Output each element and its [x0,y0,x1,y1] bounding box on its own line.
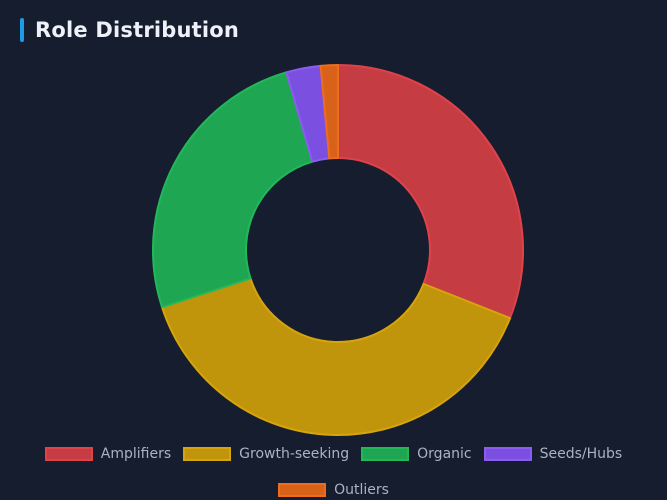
legend-item-amplifiers[interactable]: Amplifiers [44,444,172,464]
chart-title: Role Distribution [35,18,240,42]
slice-growth-seeking[interactable] [161,277,512,436]
slice-outliers[interactable] [319,64,339,160]
legend-label: Outliers [334,482,389,498]
legend-label: Growth-seeking [239,446,350,462]
legend-item-outliers[interactable]: Outliers [278,480,389,500]
legend-item-growth-seeking[interactable]: Growth-seeking [183,444,349,464]
legend-item-seeds-hubs[interactable]: Seeds/Hubs [483,444,623,464]
legend-swatch [278,483,327,497]
legend-label: Amplifiers [100,446,172,462]
slice-amplifiers[interactable] [337,64,524,320]
legend-swatch [44,447,93,461]
legend-label: Seeds/Hubs [539,446,623,462]
title-bar: Role Distribution [20,17,239,43]
legend-swatch [183,447,232,461]
legend-item-organic[interactable]: Organic [361,444,472,464]
legend-label: Organic [417,446,472,462]
chart-legend: Amplifiers Growth-seeking Organic Seeds/Hub… [0,444,667,500]
legend-swatch [483,447,532,461]
legend-swatch [361,447,410,461]
slice-organic[interactable] [152,71,314,309]
title-accent-bar [20,18,24,42]
